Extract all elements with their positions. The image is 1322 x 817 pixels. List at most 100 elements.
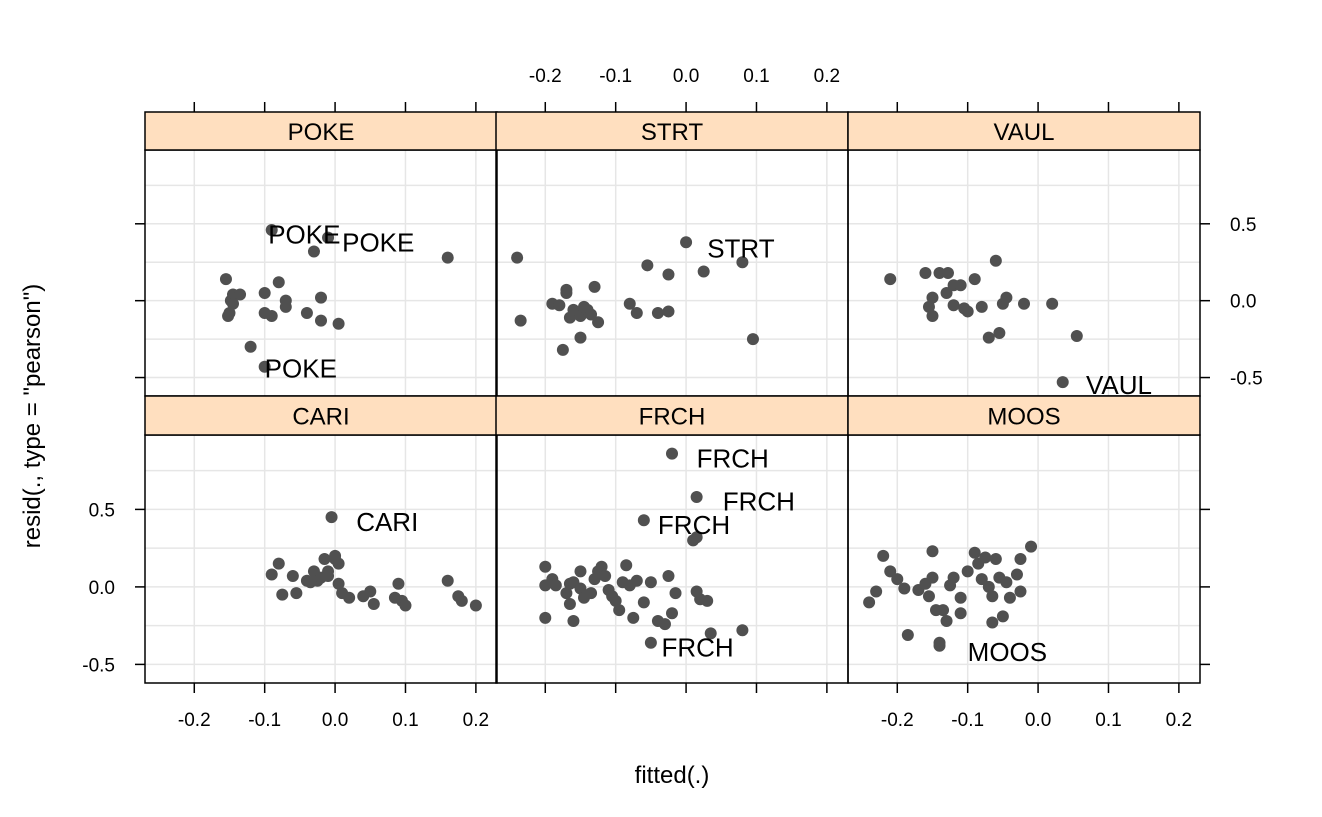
data-point — [697, 265, 710, 278]
data-point — [1025, 540, 1038, 553]
panel-strip-label: FRCH — [639, 404, 706, 431]
y-tick-label-left: -0.5 — [82, 655, 115, 676]
data-point — [637, 596, 650, 609]
data-point — [644, 576, 657, 589]
y-tick-label-right: 0.5 — [1230, 215, 1256, 236]
data-point — [680, 236, 693, 249]
data-point — [560, 283, 573, 296]
data-point — [954, 607, 967, 620]
point-label: CARI — [356, 507, 418, 537]
x-tick-label-bottom: -0.2 — [178, 710, 211, 731]
data-point — [870, 585, 883, 598]
data-point — [556, 343, 569, 356]
x-tick-label-top: 0.0 — [673, 66, 699, 87]
point-labels: POKE POKEPOKESTRTVAULCARIFRCHFRCHFRCHFRCH… — [265, 220, 1152, 667]
data-point — [585, 587, 598, 600]
data-point — [947, 299, 960, 312]
data-point — [455, 594, 468, 607]
panel-strip-label: VAUL — [994, 119, 1055, 146]
point-label: STRT — [707, 233, 775, 263]
data-point — [332, 317, 345, 330]
data-point — [1003, 591, 1016, 604]
panel-strips: POKE STRT VAUL CARI FRCH MOOS — [144, 111, 1201, 436]
data-point — [272, 276, 285, 289]
axis-ticks: -0.2 -0.1 0.0 0.1 0.2 -0.2 -0.1 0.0 0.1 0.2 -0.2 -0… — [82, 66, 1263, 731]
y-tick-label-right: 0.0 — [1230, 292, 1256, 313]
data-point — [1000, 291, 1013, 304]
panel-strip-label: CARI — [292, 404, 349, 431]
data-point — [1056, 376, 1069, 389]
data-point — [227, 297, 239, 310]
data-point — [961, 305, 974, 318]
x-tick-label-bottom: 0.0 — [322, 710, 348, 731]
data-point — [926, 571, 939, 584]
data-point — [993, 326, 1006, 339]
x-tick-label-bottom: -0.1 — [951, 710, 984, 731]
data-point — [968, 273, 981, 286]
x-tick-label-bottom: 0.2 — [463, 710, 489, 731]
data-point — [392, 577, 405, 590]
point-label: POKE — [265, 353, 337, 383]
x-tick-label-top: -0.2 — [529, 66, 562, 87]
data-point — [300, 306, 313, 319]
data-point — [666, 607, 678, 620]
data-point — [511, 251, 524, 264]
data-point — [222, 310, 235, 323]
data-point — [265, 223, 278, 236]
data-point — [539, 560, 552, 573]
data-point — [265, 310, 278, 323]
data-point — [922, 590, 935, 603]
x-tick-label-bottom: 0.1 — [1095, 710, 1121, 731]
data-point — [662, 570, 675, 583]
data-point — [627, 611, 640, 624]
data-point — [367, 597, 380, 610]
data-point — [704, 627, 717, 640]
data-point — [549, 579, 562, 592]
data-point — [279, 300, 292, 313]
data-point — [539, 611, 552, 624]
data-point — [585, 308, 598, 321]
point-label: VAUL — [1086, 370, 1152, 400]
data-point — [219, 273, 232, 286]
data-point — [986, 616, 999, 629]
panel-strip — [495, 395, 849, 436]
data-point — [986, 590, 999, 603]
data-point — [595, 560, 608, 573]
data-point — [961, 565, 974, 578]
panel-strip — [495, 111, 849, 151]
data-point — [599, 570, 612, 583]
data-point — [613, 604, 626, 617]
data-point — [736, 256, 749, 269]
point-label: MOOS — [968, 637, 1047, 667]
y-tick-label-left: 0.0 — [89, 578, 115, 599]
data-point — [630, 574, 643, 587]
x-tick-label-top: -0.1 — [599, 66, 632, 87]
data-point — [1070, 330, 1083, 343]
data-point — [325, 511, 338, 524]
data-point — [441, 574, 454, 587]
data-point — [662, 268, 675, 281]
data-point — [286, 570, 299, 583]
data-point — [322, 570, 335, 583]
data-point — [926, 545, 939, 558]
data-point — [329, 553, 342, 565]
point-label: FRCH — [658, 510, 730, 540]
data-point — [1010, 568, 1023, 581]
x-axis-title: fitted(.) — [635, 762, 710, 789]
data-point — [637, 514, 650, 527]
data-point — [364, 585, 377, 598]
data-point — [669, 587, 682, 600]
data-point — [940, 286, 953, 299]
data-point — [975, 573, 988, 586]
data-point — [592, 316, 605, 329]
data-point — [1018, 297, 1030, 310]
data-point — [307, 245, 320, 258]
data-point — [315, 314, 327, 327]
panel-strip-label: STRT — [641, 119, 704, 146]
data-point — [644, 636, 657, 649]
data-point — [318, 553, 331, 565]
data-point — [514, 314, 527, 327]
data-point — [272, 557, 285, 570]
data-point — [574, 331, 587, 344]
data-point — [898, 582, 911, 595]
